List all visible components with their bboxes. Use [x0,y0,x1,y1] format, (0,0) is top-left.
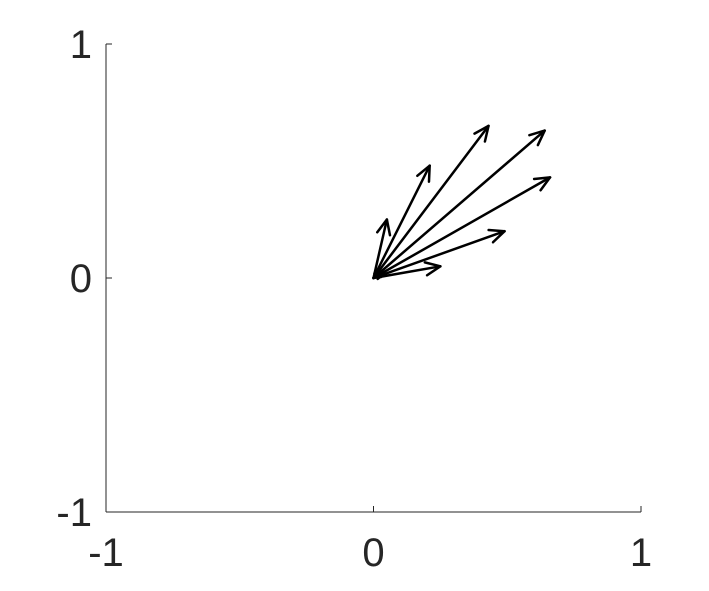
vector-arrow [372,218,392,280]
vector-arrow [372,261,442,280]
vector-shaft [372,129,546,280]
vector-arrow [372,176,552,280]
vector-shaft [372,218,389,280]
vector-arrow [372,124,490,280]
vector-arrow [372,129,546,280]
y-tick-label: -1 [56,491,92,535]
vector-arrow [372,164,431,280]
vector-head [532,176,552,192]
vector-shaft [372,229,506,280]
vector-head [423,261,442,277]
vector-shaft [372,176,552,280]
x-tick-label: 1 [630,531,652,575]
vector-head [528,129,546,147]
vector-arrow [372,228,506,280]
x-tick-label: 0 [362,531,384,575]
x-tick-label: -1 [88,531,124,575]
vector-head [473,124,490,143]
tick-marks [105,43,642,513]
vector-arrow [372,273,383,281]
vector-shaft [372,164,431,280]
vector-shaft [372,124,490,280]
vector-head [487,228,506,244]
vector-head [376,218,392,237]
y-tick-label: 1 [70,23,92,67]
tick-labels: -1 0 1 -1 0 1 [56,23,652,575]
vector-field [372,124,552,281]
vector-head [416,164,431,183]
vector-head [375,273,383,281]
vector-shaft [372,265,442,280]
y-tick-label: 0 [70,257,92,301]
